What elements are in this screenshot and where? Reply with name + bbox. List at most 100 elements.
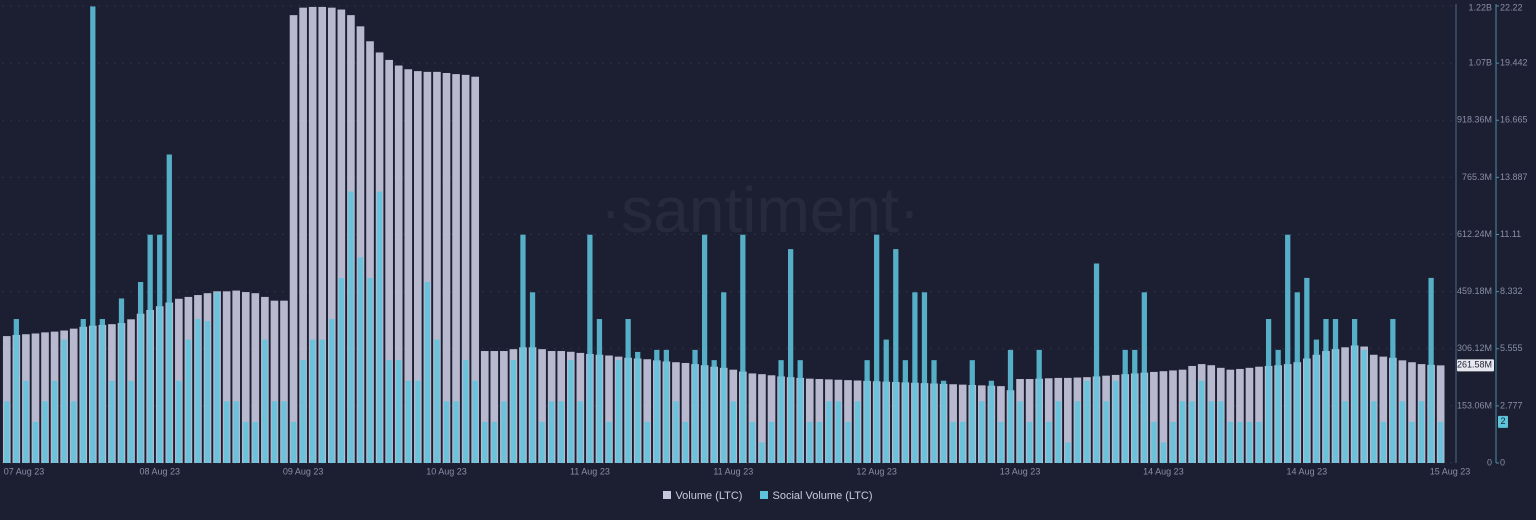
social-bar — [893, 249, 899, 463]
volume-bar — [385, 59, 393, 463]
social-bar — [969, 360, 975, 463]
legend: Volume (LTC) Social Volume (LTC) — [0, 490, 1536, 502]
social-bar — [520, 234, 526, 463]
social-bar — [338, 277, 344, 463]
y2-tick-label: 0 — [1500, 457, 1505, 467]
social-bar — [615, 360, 622, 463]
social-bar — [482, 421, 488, 463]
social-bar — [912, 292, 918, 463]
social-bar — [176, 380, 182, 463]
social-bar — [1227, 421, 1233, 463]
social-bar — [778, 360, 784, 463]
social-bar — [960, 421, 966, 463]
volume-bar — [748, 373, 757, 463]
social-bar — [711, 360, 717, 463]
social-bar — [1074, 401, 1081, 463]
social-bar — [529, 292, 536, 463]
social-bar — [1055, 401, 1061, 463]
social-bar — [854, 401, 861, 463]
social-bar — [539, 421, 545, 463]
legend-label: Social Volume (LTC) — [772, 490, 873, 502]
y-tick-label: 1.22B — [1468, 2, 1492, 12]
volume-bar — [1408, 362, 1416, 463]
social-bar — [1418, 401, 1425, 463]
social-bar — [376, 191, 383, 464]
y2-tick-label: 2.777 — [1500, 400, 1523, 410]
social-bar — [845, 421, 851, 463]
y2-tick-label: 5.555 — [1500, 343, 1523, 353]
social-bar — [243, 421, 249, 463]
social-bar — [549, 401, 555, 463]
volume-bar — [232, 290, 241, 463]
social-bar — [1390, 319, 1396, 463]
social-bar — [329, 319, 335, 463]
volume-bar — [1245, 367, 1254, 463]
x-tick-label: 15 Aug 23 — [1430, 466, 1471, 476]
x-tick-label: 08 Aug 23 — [139, 466, 180, 476]
social-bar — [501, 401, 507, 463]
y-tick-label: 765.3M — [1462, 172, 1492, 182]
social-bar — [979, 401, 985, 463]
volume-bar — [1226, 369, 1235, 463]
current-value-box — [1498, 415, 1508, 428]
volume-bar — [1255, 366, 1263, 463]
social-bar — [673, 401, 679, 463]
social-bar — [730, 401, 736, 463]
volume-bar — [461, 74, 470, 463]
volume-bar — [442, 72, 451, 463]
social-bar — [1246, 421, 1253, 463]
social-bar — [1380, 421, 1386, 463]
social-bar — [166, 154, 172, 464]
social-bar — [1103, 401, 1109, 463]
y-tick-label: 0 — [1487, 457, 1492, 467]
social-bar — [1371, 401, 1377, 463]
y-tick-label: 918.36M — [1457, 115, 1492, 125]
volume-bar — [404, 69, 413, 463]
social-bar — [1113, 380, 1119, 463]
x-tick-label: 13 Aug 23 — [1000, 466, 1041, 476]
volume-bar — [327, 7, 336, 463]
social-bar — [1065, 442, 1071, 463]
volume-bar — [41, 332, 49, 463]
social-bar — [1132, 349, 1138, 463]
social-bar — [788, 249, 794, 463]
social-bar — [577, 401, 583, 463]
social-bar — [797, 360, 803, 463]
volume-bar — [241, 292, 250, 463]
volume-bar — [1169, 370, 1177, 463]
social-bar — [386, 360, 392, 463]
legend-label: Volume (LTC) — [675, 490, 743, 502]
volume-bar — [1379, 356, 1388, 463]
social-bar — [759, 442, 765, 463]
social-bar — [1361, 349, 1367, 463]
social-bar — [1007, 349, 1014, 463]
legend-swatch — [663, 491, 672, 499]
volume-bar — [414, 71, 422, 464]
volume-bar — [366, 41, 374, 464]
social-bar — [1141, 292, 1147, 463]
social-bar — [128, 380, 134, 463]
social-bar — [816, 421, 822, 463]
social-bar — [319, 339, 325, 463]
y-tick-label: 306.12M — [1457, 343, 1492, 353]
social-bar — [71, 401, 77, 463]
social-bar — [1304, 277, 1310, 463]
legend-item[interactable]: Social Volume (LTC) — [760, 490, 873, 502]
social-bar — [625, 319, 631, 463]
social-bar — [654, 349, 660, 463]
social-bar — [233, 401, 239, 463]
social-bar — [195, 319, 201, 463]
volume-bar — [480, 351, 489, 463]
volume-bar — [681, 362, 690, 463]
social-bar — [1438, 421, 1444, 463]
social-bar — [405, 380, 411, 463]
social-bar — [99, 319, 106, 463]
social-bar — [90, 6, 96, 463]
social-bar — [1285, 234, 1291, 463]
legend-item[interactable]: Volume (LTC) — [663, 490, 742, 502]
y2-tick-label: 13.887 — [1500, 172, 1528, 182]
social-bar — [606, 421, 612, 463]
social-bar — [740, 234, 746, 463]
social-bar — [491, 421, 497, 463]
